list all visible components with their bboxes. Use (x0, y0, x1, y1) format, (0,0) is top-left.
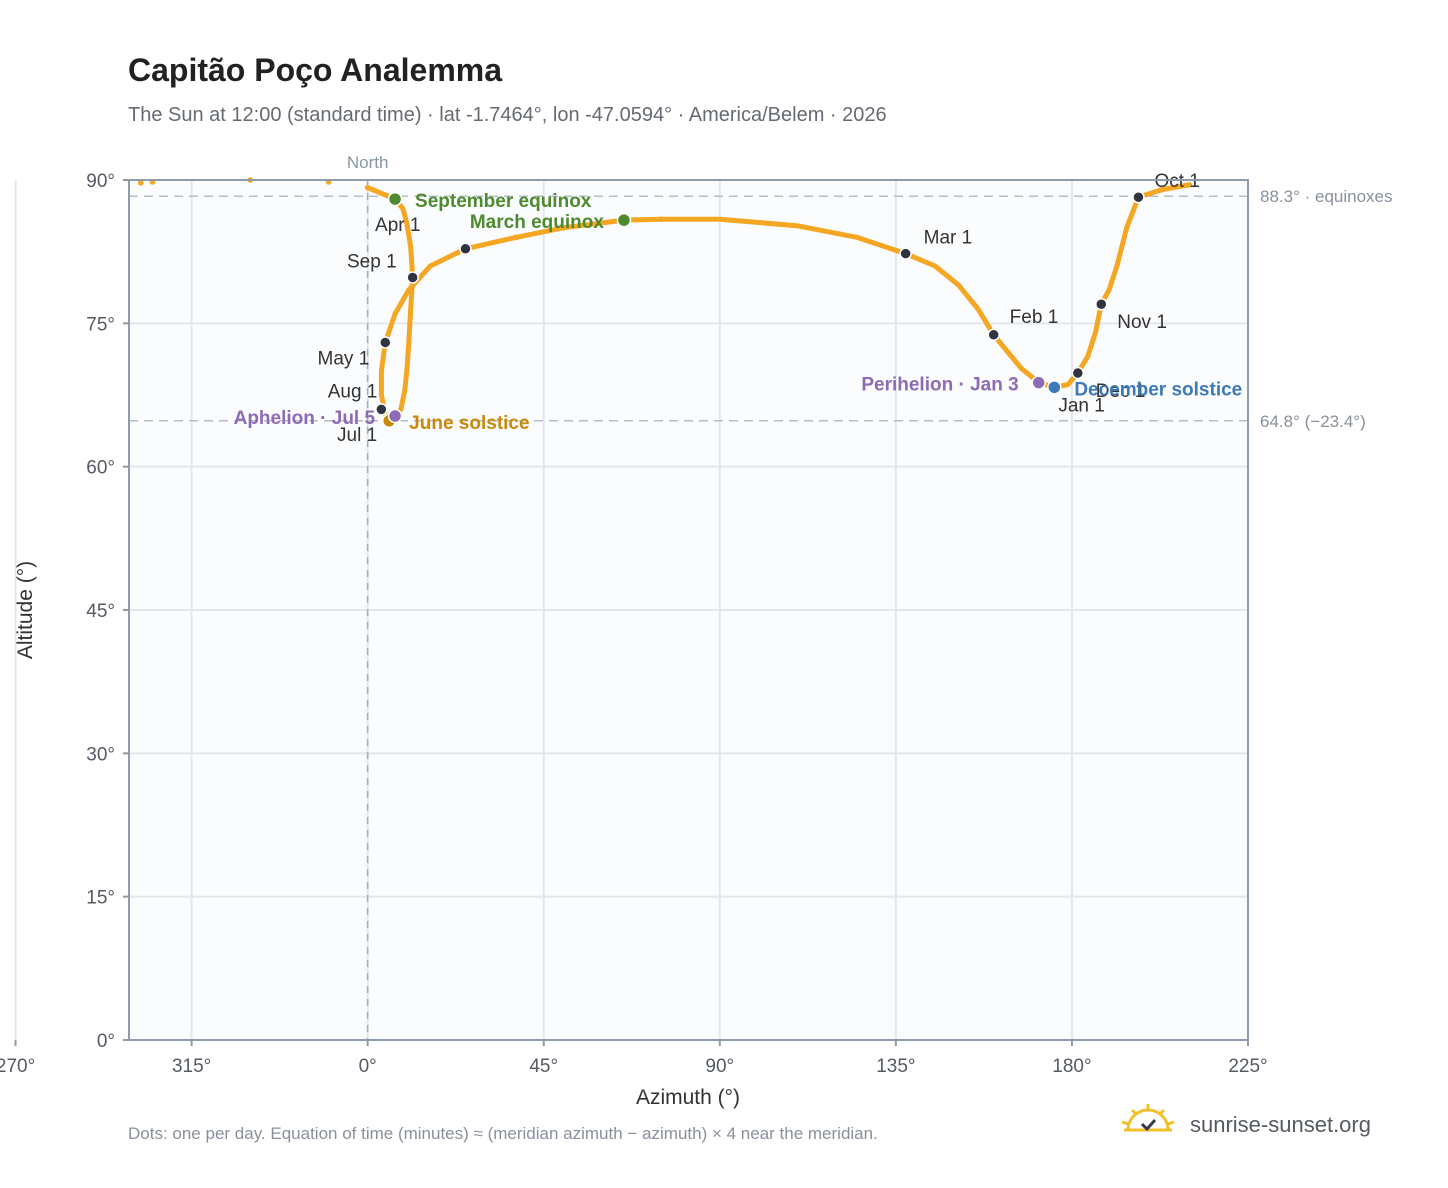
axes: 270° 315° 0° 45° 90° 135° 180° 225° 0° 15° 30° 45° 6… (0, 171, 1268, 1077)
y-tick-label: 75° (86, 314, 115, 335)
month-label: Dec 1 (1096, 381, 1146, 402)
month-label: Oct 1 (1154, 171, 1199, 192)
sun-icon (1121, 1104, 1175, 1132)
month-marker (459, 242, 472, 256)
event-label: March equinox (470, 212, 605, 233)
event-marker (387, 408, 403, 424)
x-tick-label: 225° (1228, 1056, 1267, 1077)
x-axis-label: Azimuth (°) (636, 1086, 740, 1109)
day-dot (364, 184, 371, 191)
markers: Jan 1 Feb 1 Mar 1 Apr 1 May 1 Jul 1 Aug 1 Sep 1… (234, 171, 1243, 446)
reference-line-label: 88.3° · equinoxes (1260, 187, 1393, 206)
north-label: North (347, 153, 389, 172)
reference-line-label: 64.8° (−23.4°) (1260, 412, 1366, 431)
chart-title: Capitão Poço Analemma (128, 52, 503, 88)
reference-lines: North 88.3° · equinoxes 64.8° (−23.4°) (129, 153, 1393, 1040)
day-dot (137, 180, 144, 186)
event-marker (1047, 380, 1062, 395)
y-tick-label: 60° (86, 458, 115, 479)
event-marker (387, 191, 403, 207)
event-label: June solstice (409, 413, 529, 434)
month-marker (987, 328, 1000, 342)
month-label: Nov 1 (1117, 312, 1167, 333)
chart-subtitle: The Sun at 12:00 (standard time) · lat -… (128, 104, 887, 126)
month-marker (375, 403, 388, 416)
x-tick-label: 315° (172, 1056, 211, 1077)
month-label: May 1 (318, 348, 370, 369)
event-label: September equinox (415, 191, 592, 212)
x-tick-label: 45° (529, 1056, 558, 1077)
month-label: Apr 1 (375, 215, 420, 236)
day-dot (560, 224, 567, 231)
event-label: December solstice (1074, 379, 1242, 400)
brand-name: sunrise-sunset.org (1190, 1112, 1371, 1137)
footnote: Dots: one per day. Equation of time (min… (128, 1124, 878, 1143)
event-marker (1031, 375, 1046, 390)
month-label: Jul 1 (337, 425, 377, 446)
event-label: Perihelion · Jan 3 (861, 375, 1018, 396)
y-tick-label: 15° (86, 888, 115, 909)
month-marker (899, 247, 912, 260)
y-axis-label: Altitude (°) (14, 561, 37, 659)
day-dot (658, 216, 664, 222)
event-marker (616, 212, 632, 228)
month-label: Jan 1 (1058, 395, 1104, 416)
month-marker (1071, 366, 1085, 380)
day-dot (513, 234, 520, 241)
y-tick-label: 45° (86, 601, 115, 622)
x-tick-label: 135° (876, 1056, 915, 1077)
month-marker (1095, 297, 1108, 311)
month-label: Mar 1 (924, 228, 973, 249)
y-tick-label: 90° (86, 171, 115, 192)
day-dot (1186, 181, 1193, 188)
x-tick-label: 90° (705, 1056, 734, 1077)
month-label: Aug 1 (328, 381, 378, 402)
event-label: Aphelion · Jul 5 (234, 408, 376, 429)
x-tick-label: 0° (359, 1056, 377, 1077)
month-label: Feb 1 (1010, 307, 1059, 328)
day-dot (1159, 186, 1165, 193)
month-marker (406, 271, 419, 284)
x-tick-label: 180° (1052, 1056, 1091, 1077)
analemma-path-main (365, 185, 1057, 424)
month-marker (379, 336, 392, 349)
month-label: Sep 1 (347, 251, 397, 272)
y-tick-label: 0° (97, 1031, 115, 1052)
y-tick-label: 30° (86, 744, 115, 765)
x-tick-label: 270° (0, 1056, 35, 1077)
month-marker (1132, 190, 1145, 204)
brand-logo[interactable]: sunrise-sunset.org (1120, 1100, 1400, 1150)
